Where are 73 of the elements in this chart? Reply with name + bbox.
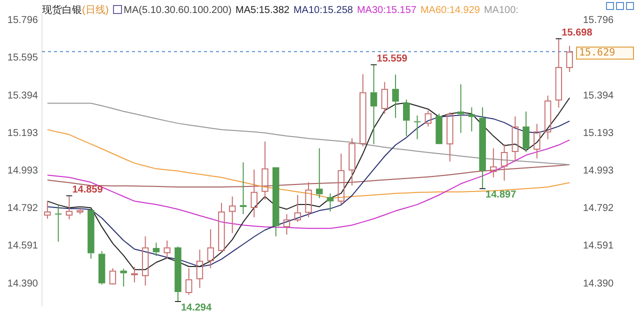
candlestick bbox=[446, 112, 454, 162]
annotation: 14.294 bbox=[180, 302, 212, 314]
chart-subtitle: (日线) bbox=[82, 5, 109, 16]
candlestick bbox=[250, 169, 258, 218]
y2-tick-label: 15.394 bbox=[583, 90, 614, 102]
y-tick-label: 14.993 bbox=[7, 165, 38, 176]
y2-tick-label: 15.193 bbox=[583, 128, 614, 139]
text: MA100: bbox=[484, 5, 518, 16]
y2-tick-label: 15.796 bbox=[583, 15, 614, 26]
candlestick bbox=[283, 214, 290, 236]
candlestick bbox=[305, 182, 312, 218]
annotation: 14.897 bbox=[486, 189, 517, 200]
text: MA30:15.157 bbox=[356, 5, 416, 16]
annotation: 15.698 bbox=[562, 27, 593, 38]
text: MA60:14.929 bbox=[420, 5, 480, 16]
y-tick-label: 14.390 bbox=[7, 278, 38, 290]
candlestick bbox=[479, 106, 486, 190]
candlestick bbox=[88, 208, 94, 260]
candlestick bbox=[66, 195, 73, 220]
candlestick bbox=[120, 268, 127, 288]
candlestick bbox=[131, 266, 138, 283]
chart-title: 现货白银 bbox=[42, 5, 82, 16]
text: MA10:15.258 bbox=[293, 5, 353, 16]
candlestick bbox=[348, 138, 356, 186]
candlestick bbox=[544, 95, 552, 140]
candlestick bbox=[326, 192, 334, 212]
candlestick bbox=[457, 84, 464, 134]
y2-tick-label: 14.390 bbox=[583, 278, 614, 290]
text: MA5:15.382 bbox=[236, 5, 290, 16]
y-tick-label: 14.792 bbox=[7, 203, 38, 214]
candlestick bbox=[512, 116, 519, 162]
candlestick bbox=[207, 228, 214, 269]
candlestick bbox=[414, 114, 421, 140]
y-tick-label: 15.796 bbox=[7, 15, 38, 26]
candlestick bbox=[294, 194, 301, 222]
candlestick bbox=[142, 236, 149, 286]
candlestick bbox=[196, 249, 204, 288]
y-tick-label: 15.193 bbox=[7, 128, 38, 139]
candlestick bbox=[555, 38, 562, 108]
legend-title: MA(5.10.30.60.100.200) bbox=[124, 5, 232, 16]
candlestick bbox=[152, 242, 160, 257]
candlestick bbox=[185, 268, 192, 296]
y2-tick-label: 14.591 bbox=[583, 240, 614, 252]
y2-tick-label: 14.993 bbox=[583, 165, 614, 176]
ref-line-label: 15.629 bbox=[579, 48, 616, 59]
candlestick bbox=[370, 64, 378, 145]
candlestick bbox=[403, 99, 410, 137]
candlestick bbox=[360, 74, 366, 148]
candlestick bbox=[534, 123, 540, 159]
candlestick bbox=[338, 153, 345, 206]
y-tick-label: 15.394 bbox=[7, 90, 38, 102]
candlestick bbox=[468, 106, 476, 132]
candlestick bbox=[381, 81, 388, 114]
candlestick bbox=[392, 74, 399, 118]
candlestick bbox=[522, 111, 530, 152]
candlestick bbox=[98, 250, 106, 286]
candlestick bbox=[566, 45, 573, 73]
candlestick bbox=[262, 140, 268, 200]
candlestick bbox=[228, 196, 236, 234]
annotation: 15.559 bbox=[376, 53, 408, 64]
candlestick bbox=[500, 144, 508, 182]
annotation: 14.859 bbox=[72, 184, 104, 196]
y-tick-label: 14.591 bbox=[7, 240, 38, 252]
y-tick-label: 15.595 bbox=[7, 52, 38, 64]
candlestick bbox=[174, 246, 182, 302]
y2-tick-label: 14.792 bbox=[583, 203, 614, 214]
candlestick bbox=[490, 148, 497, 178]
candlestick bbox=[240, 162, 247, 215]
candlestick bbox=[316, 148, 323, 199]
candlestick bbox=[54, 204, 62, 242]
candlestick bbox=[44, 200, 51, 220]
candlestick bbox=[164, 240, 170, 260]
candlestick bbox=[218, 202, 225, 253]
